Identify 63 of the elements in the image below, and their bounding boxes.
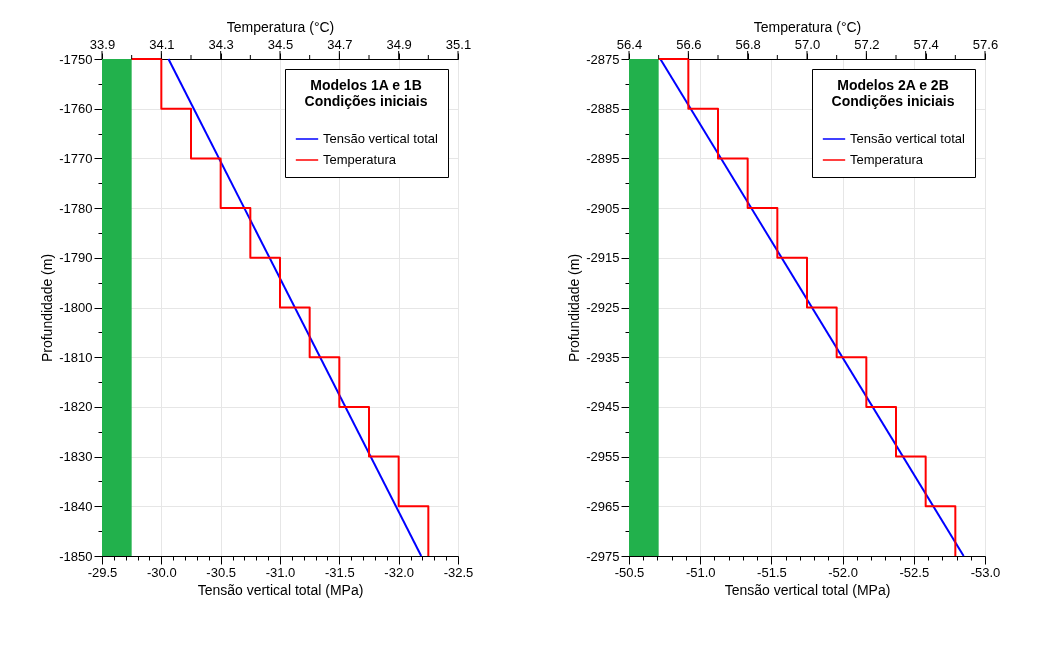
legend-title: Modelos 2A e 2B — [837, 77, 949, 93]
legend-label: Tensão vertical total — [323, 131, 438, 146]
x-tick-label: -31.0 — [265, 564, 296, 580]
y-tick-label: -1760 — [59, 101, 93, 117]
x2-tick-label: 57.0 — [794, 36, 821, 52]
y-tick-label: -2975 — [586, 548, 620, 564]
y-tick-label: -1800 — [59, 300, 93, 315]
y-tick-label: -1820 — [59, 399, 93, 415]
y-tick-label: -1840 — [59, 498, 93, 514]
x2-tick-label: 57.4 — [913, 36, 939, 52]
x-tick-label: -51.0 — [685, 564, 716, 580]
legend-label: Temperatura — [850, 152, 924, 167]
x-tick-label: -30.5 — [206, 564, 236, 580]
x-tick-label: -30.0 — [147, 564, 177, 580]
x-tick-label: -29.5 — [87, 564, 118, 580]
x2-tick-label: 57.6 — [972, 36, 999, 52]
y-tick-label: -1770 — [59, 150, 93, 166]
x2-tick-label: 56.8 — [735, 36, 761, 52]
x2-tick-label: 35.1 — [445, 36, 472, 52]
x2-tick-label: 34.5 — [267, 36, 294, 52]
y-tick-label: -1850 — [59, 548, 93, 564]
x2-tick-label: 34.9 — [386, 36, 412, 52]
y-tick-label: -1790 — [59, 250, 93, 266]
y-tick-label: -2875 — [586, 51, 620, 67]
y-tick-label: -1810 — [59, 349, 93, 365]
y-tick-label: -1750 — [59, 51, 93, 67]
x-tick-label: -32.0 — [384, 564, 414, 580]
y-tick-label: -2935 — [586, 349, 620, 365]
x2-tick-label: 56.4 — [616, 36, 643, 52]
legend-label: Temperatura — [323, 152, 397, 167]
x2-tick-label: 34.1 — [149, 36, 175, 52]
text: Condições iniciais — [304, 93, 428, 109]
y-axis-title: Profundidade (m) — [39, 253, 56, 363]
y-tick-label: -1830 — [59, 449, 93, 465]
x-tick-label: -51.5 — [757, 564, 787, 580]
x2-tick-label: 57.2 — [854, 36, 880, 52]
x-axis-title: Tensão vertical total (MPa) — [197, 581, 364, 598]
x2-tick-label: 56.6 — [676, 36, 702, 52]
y-tick-label: -2965 — [586, 498, 620, 514]
y-axis-title: Profundidade (m) — [566, 253, 583, 363]
y-tick-label: -2885 — [586, 101, 620, 117]
y-tick-label: -2895 — [586, 150, 620, 166]
y-tick-label: -1780 — [59, 200, 93, 216]
y-tick-label: -2925 — [586, 300, 620, 315]
x-tick-label: -52.0 — [828, 564, 858, 580]
x2-tick-label: 34.3 — [208, 36, 234, 52]
legend-title: Modelos 1A e 1B — [310, 77, 422, 93]
y-tick-label: -2905 — [586, 200, 620, 216]
x-tick-label: -31.5 — [325, 564, 355, 580]
x-tick-label: -50.5 — [614, 564, 645, 580]
x2-tick-label: 34.7 — [327, 36, 353, 52]
x-tick-label: -53.0 — [970, 564, 1001, 580]
x-tick-label: -52.5 — [899, 564, 930, 580]
legend-label: Tensão vertical total — [850, 131, 965, 146]
y-tick-label: -2945 — [586, 399, 620, 415]
y-tick-label: -2915 — [586, 250, 620, 266]
x-tick-label: -32.5 — [443, 564, 474, 580]
x2-axis-title: Temperatura (°C) — [753, 18, 862, 35]
y-tick-label: -2955 — [586, 449, 620, 465]
x2-axis-title: Temperatura (°C) — [226, 18, 335, 35]
x-axis-title: Tensão vertical total (MPa) — [724, 581, 891, 598]
text: Condições iniciais — [831, 93, 955, 109]
x2-tick-label: 33.9 — [89, 36, 116, 52]
